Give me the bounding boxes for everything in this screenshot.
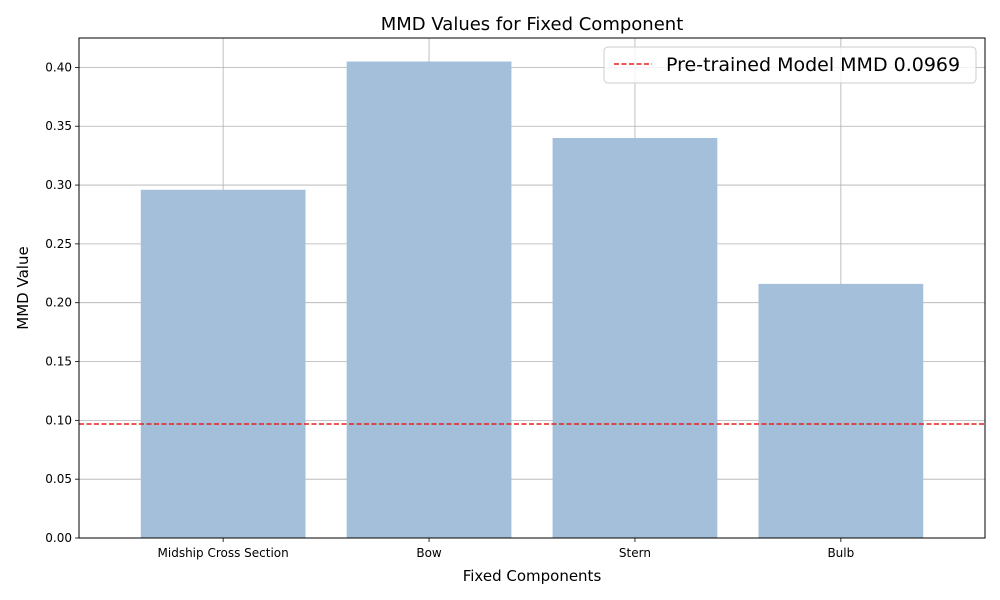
bar-stern xyxy=(552,138,718,538)
y-tick-label: 0.25 xyxy=(45,237,72,251)
x-tick-label: Midship Cross Section xyxy=(158,546,289,560)
legend: Pre-trained Model MMD 0.0969 xyxy=(603,46,977,84)
bar-bulb xyxy=(758,283,924,538)
x-tick-label: Stern xyxy=(619,546,651,560)
y-axis-label: MMD Value xyxy=(14,246,32,329)
bar-bow xyxy=(346,61,512,538)
legend-box xyxy=(603,46,977,84)
y-tick-label: 0.30 xyxy=(45,178,72,192)
bar-midship-cross-section xyxy=(140,189,306,538)
chart-title: MMD Values for Fixed Component xyxy=(381,14,684,35)
y-tick-label: 0.10 xyxy=(45,413,72,427)
bars xyxy=(140,61,924,538)
y-tick-label: 0.40 xyxy=(45,60,72,74)
plot-frame xyxy=(78,37,986,539)
y-tick-label: 0.35 xyxy=(45,119,72,133)
x-tick-label: Bulb xyxy=(827,546,854,560)
x-tick-label: Bow xyxy=(416,546,442,560)
y-tick-label: 0.15 xyxy=(45,355,72,369)
legend-label: Pre-trained Model MMD 0.0969 xyxy=(666,54,960,76)
y-axis-ticks: 0.00 0.05 0.10 0.15 0.20 0.25 0.30 0.35 0.40 xyxy=(45,60,79,545)
y-tick-label: 0.20 xyxy=(45,296,72,310)
y-tick-label: 0.00 xyxy=(45,531,72,545)
x-axis-label: Fixed Components xyxy=(463,567,602,585)
x-axis-ticks: Midship Cross Section Bow Stern Bulb xyxy=(158,538,854,560)
y-tick-label: 0.05 xyxy=(45,472,72,486)
